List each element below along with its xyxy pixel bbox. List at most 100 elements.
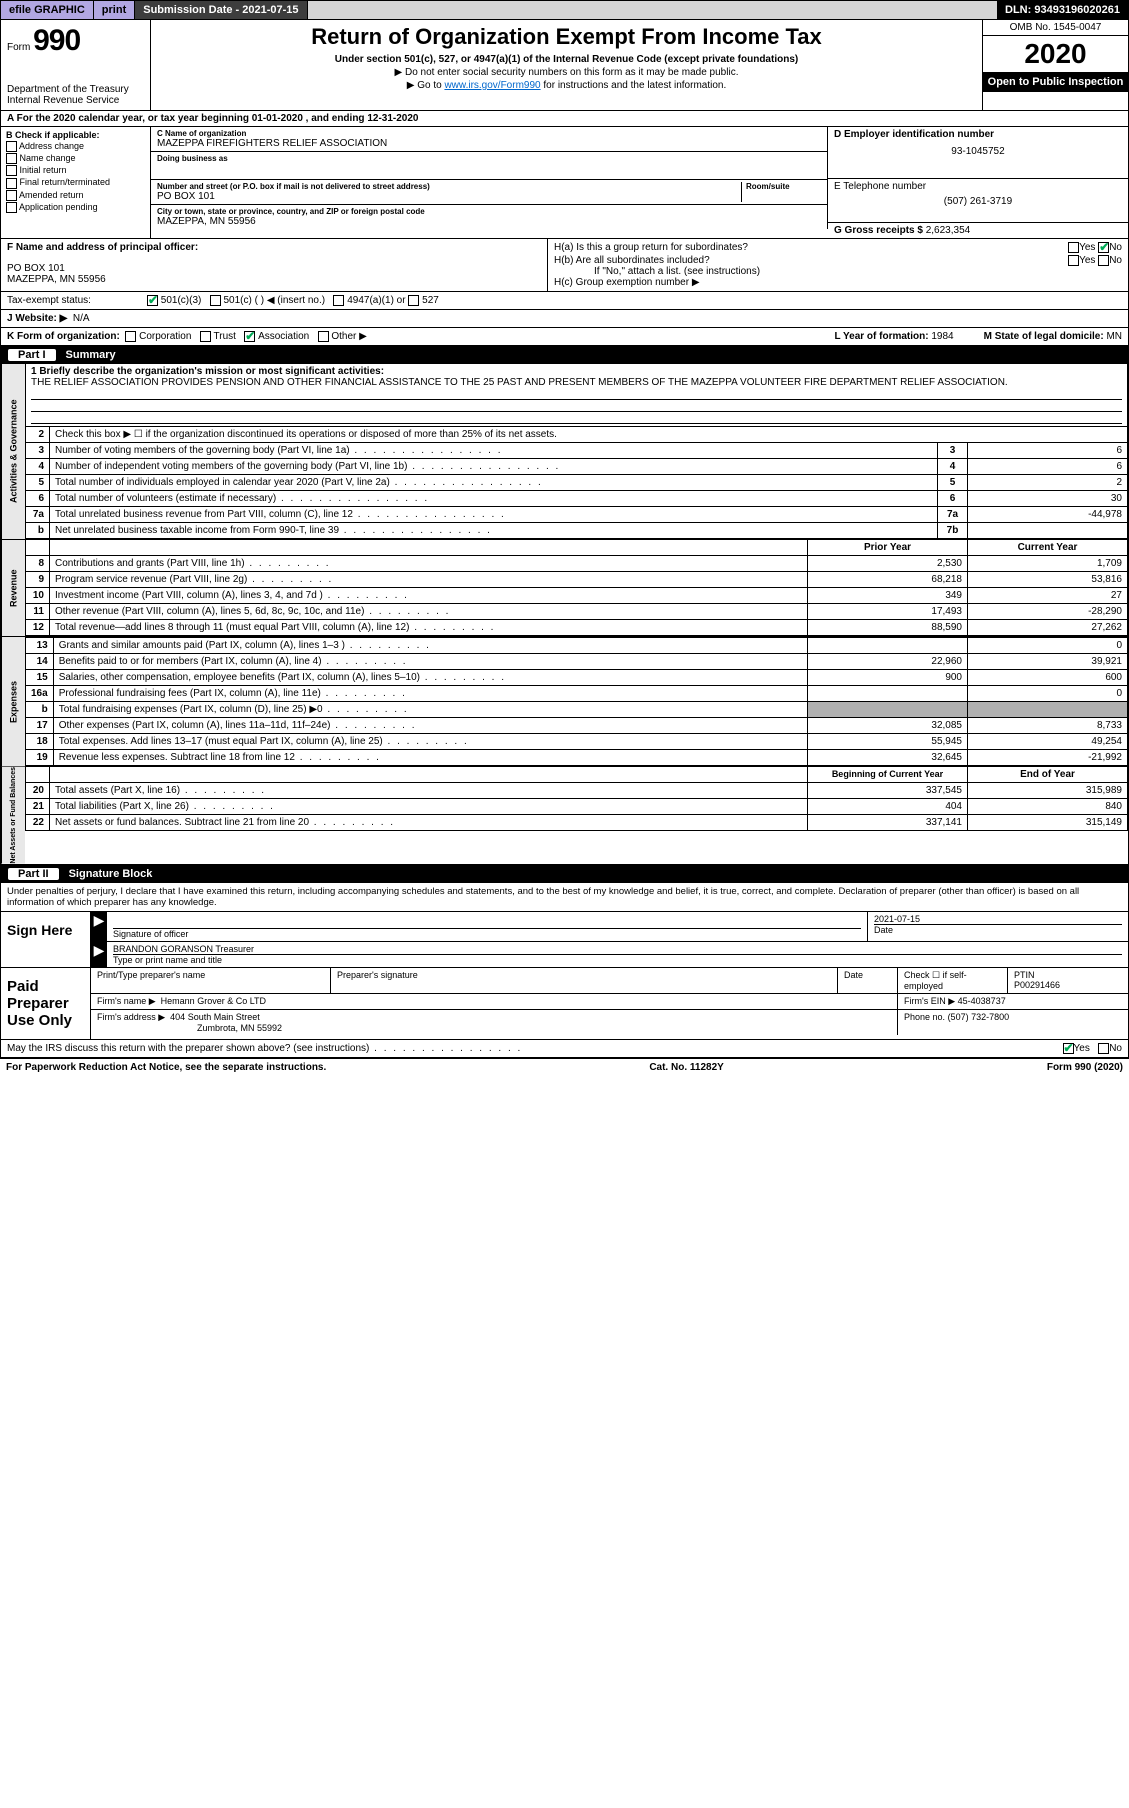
ha-no[interactable] xyxy=(1098,242,1109,253)
tax-year: 2020 xyxy=(983,36,1128,72)
current-val: 27 xyxy=(968,588,1128,604)
part2-header: Part II Signature Block xyxy=(0,865,1129,883)
hb-no[interactable] xyxy=(1098,255,1109,266)
firm-name-lbl: Firm's name ▶ xyxy=(97,996,156,1006)
line-text: Other expenses (Part IX, column (A), lin… xyxy=(53,718,807,734)
cb-final[interactable] xyxy=(6,178,17,189)
line-num: b xyxy=(26,702,54,718)
prior-val: 404 xyxy=(808,799,968,815)
cb-initial[interactable] xyxy=(6,165,17,176)
cb-corp[interactable] xyxy=(125,331,136,342)
current-val: 1,709 xyxy=(968,556,1128,572)
lbl-trust: Trust xyxy=(214,331,236,342)
hb-yes[interactable] xyxy=(1068,255,1079,266)
cb-pending[interactable] xyxy=(6,202,17,213)
cb-assoc[interactable] xyxy=(244,331,255,342)
prep-date-h: Date xyxy=(838,968,898,993)
lbl-527: 527 xyxy=(422,295,439,306)
f-label: F Name and address of principal officer: xyxy=(7,242,541,253)
cb-address[interactable] xyxy=(6,141,17,152)
prior-val: 32,085 xyxy=(808,718,968,734)
cb-name[interactable] xyxy=(6,153,17,164)
note2a: ▶ Go to xyxy=(407,80,445,91)
top-bar: efile GRAPHIC print Submission Date - 20… xyxy=(0,0,1129,20)
line-text: Grants and similar amounts paid (Part IX… xyxy=(53,638,807,654)
f-addr2: MAZEPPA, MN 55956 xyxy=(7,274,541,285)
prior-val: 337,545 xyxy=(808,783,968,799)
hdr-current: Current Year xyxy=(968,540,1128,556)
lbl-amended: Amended return xyxy=(19,190,84,200)
line-text: Contributions and grants (Part VIII, lin… xyxy=(50,556,808,572)
firm-addr2: Zumbrota, MN 55992 xyxy=(197,1023,282,1033)
line-box: 7a xyxy=(938,507,968,523)
prior-val: 22,960 xyxy=(808,654,968,670)
line-box: 4 xyxy=(938,459,968,475)
line-text: Total number of individuals employed in … xyxy=(50,475,938,491)
cb-501c3[interactable] xyxy=(147,295,158,306)
irs-label: Internal Revenue Service xyxy=(7,95,144,106)
form-title: Return of Organization Exempt From Incom… xyxy=(161,24,972,50)
firm-name: Hemann Grover & Co LTD xyxy=(161,996,266,1006)
line-box: 6 xyxy=(938,491,968,507)
line-num: 22 xyxy=(26,815,50,831)
klm-row: K Form of organization: Corporation Trus… xyxy=(0,328,1129,346)
lbl-assoc: Association xyxy=(258,331,309,342)
prep-self-h: Check ☐ if self-employed xyxy=(898,968,1008,993)
efile-btn[interactable]: efile GRAPHIC xyxy=(1,1,94,19)
line-num: 19 xyxy=(26,750,54,766)
cb-other[interactable] xyxy=(318,331,329,342)
print-btn[interactable]: print xyxy=(94,1,135,19)
line-val: 6 xyxy=(968,443,1128,459)
website-val: N/A xyxy=(73,313,90,324)
firm-addr-lbl: Firm's address ▶ xyxy=(97,1012,165,1022)
prior-val: 337,141 xyxy=(808,815,968,831)
sidetab-exp: Expenses xyxy=(1,637,25,766)
form-header: Form 990 Department of the Treasury Inte… xyxy=(0,20,1129,111)
line-text: Total fundraising expenses (Part IX, col… xyxy=(53,702,807,718)
line-val: 30 xyxy=(968,491,1128,507)
cb-amended[interactable] xyxy=(6,190,17,201)
part2-title: Signature Block xyxy=(69,868,153,880)
discuss-yes[interactable] xyxy=(1063,1043,1074,1054)
arrow-icon: ▶ xyxy=(91,912,107,941)
status-row: Tax-exempt status: 501(c)(3) 501(c) ( ) … xyxy=(0,292,1129,310)
line-text: Check this box ▶ ☐ if the organization d… xyxy=(50,427,1128,443)
cb-527[interactable] xyxy=(408,295,419,306)
cell-shade xyxy=(968,702,1128,718)
firm-ein-lbl: Firm's EIN ▶ xyxy=(904,996,955,1006)
sidetab-ag: Activities & Governance xyxy=(1,364,25,539)
discuss-no[interactable] xyxy=(1098,1043,1109,1054)
ha-yes-lbl: Yes xyxy=(1079,242,1095,253)
line-num: 4 xyxy=(26,459,50,475)
current-val: 840 xyxy=(968,799,1128,815)
summary-ag: Activities & Governance 1 Briefly descri… xyxy=(0,364,1129,540)
cb-4947[interactable] xyxy=(333,295,344,306)
line-num: 3 xyxy=(26,443,50,459)
omb-number: OMB No. 1545-0047 xyxy=(983,20,1128,36)
line-text: Investment income (Part VIII, column (A)… xyxy=(50,588,808,604)
cb-501c[interactable] xyxy=(210,295,221,306)
topbar-spacer xyxy=(308,1,997,19)
paid-preparer-block: Paid Preparer Use Only Print/Type prepar… xyxy=(0,968,1129,1040)
irs-link[interactable]: www.irs.gov/Form990 xyxy=(444,80,540,91)
arrow-icon-2: ▶ xyxy=(91,942,107,967)
org-name: MAZEPPA FIREFIGHTERS RELIEF ASSOCIATION xyxy=(157,138,821,149)
summary-na: Net Assets or Fund Balances Beginning of… xyxy=(0,767,1129,865)
mission-text: THE RELIEF ASSOCIATION PROVIDES PENSION … xyxy=(31,377,1008,388)
ha-yes[interactable] xyxy=(1068,242,1079,253)
line-val xyxy=(968,523,1128,539)
line-num: 2 xyxy=(26,427,50,443)
line-text: Number of independent voting members of … xyxy=(50,459,938,475)
open-inspection: Open to Public Inspection xyxy=(983,72,1128,92)
line-num: 10 xyxy=(26,588,50,604)
current-val: 600 xyxy=(968,670,1128,686)
f-addr1: PO BOX 101 xyxy=(7,263,541,274)
ptin-h: PTIN xyxy=(1014,970,1122,980)
line-num: 17 xyxy=(26,718,54,734)
j-label: J Website: ▶ xyxy=(7,313,67,324)
line-text: Program service revenue (Part VIII, line… xyxy=(50,572,808,588)
col-b: B Check if applicable: Address change Na… xyxy=(1,127,151,238)
lbl-4947: 4947(a)(1) or xyxy=(347,295,405,306)
current-val: 0 xyxy=(968,686,1128,702)
cb-trust[interactable] xyxy=(200,331,211,342)
